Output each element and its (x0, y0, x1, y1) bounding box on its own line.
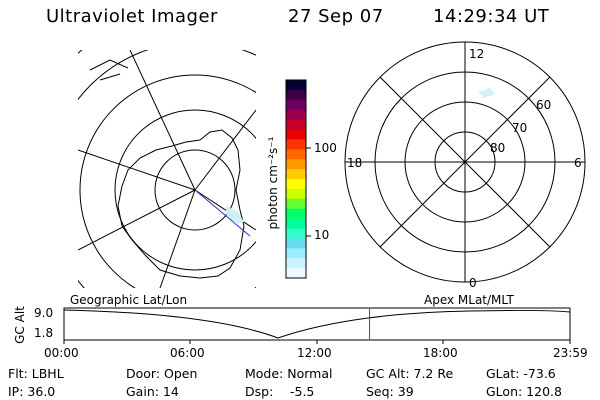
x-tick-1200: 12:00 (297, 346, 332, 360)
observation-time: 14:29:34 UT (433, 6, 550, 27)
meridian (78, 149, 196, 191)
colorbar-segment (286, 268, 306, 279)
colorbar-segment (286, 198, 306, 210)
y-tick-9: 9.0 (34, 306, 54, 320)
colorbar-segment (286, 159, 306, 170)
meridian (194, 109, 256, 191)
dsp-value: -5.5 (290, 384, 315, 399)
meridian (78, 189, 196, 251)
colorbar-segment (286, 99, 306, 111)
mlt-label-12: 12 (469, 47, 485, 61)
coastline (89, 59, 129, 81)
colorbar-segment (286, 119, 306, 130)
timeline-right-label: Apex MLat/MLT (424, 293, 514, 307)
mode-readout: Mode: Normal (245, 366, 333, 381)
gain-readout: Gain: 14 (126, 384, 179, 399)
filter-readout: Flt: LBHL (8, 366, 64, 381)
altitude-curve (63, 309, 571, 339)
colorbar-segment (286, 89, 306, 101)
colorbar-frame (285, 79, 307, 279)
x-tick-0000: 00:00 (44, 346, 79, 360)
colorbar-unit-label: photon cm⁻²s⁻¹ (266, 136, 280, 230)
lat-circle (114, 109, 256, 271)
colorbar-segment (286, 218, 306, 229)
glon-readout: GLon: 120.8 (486, 384, 562, 399)
colorbar-segment (286, 208, 306, 220)
colorbar-segment (286, 80, 306, 91)
colorbar-segment (286, 169, 306, 180)
colorbar-segment (286, 248, 306, 259)
timeline-plot (63, 307, 571, 344)
ip-readout: IP: 36.0 (8, 384, 56, 399)
geographic-map (78, 50, 256, 288)
timeline-axis-title: GC Alt (13, 306, 27, 344)
door-readout: Door: Open (126, 366, 198, 381)
colorbar-segment (286, 129, 306, 140)
x-tick-marks (63, 340, 571, 344)
y-tick-1-8: 1.8 (34, 326, 54, 340)
colorbar-segment (286, 109, 306, 121)
colorbar (285, 79, 311, 279)
x-tick-2359: 23:59 (553, 346, 588, 360)
colorbar-segment (286, 238, 306, 249)
lat-label-60: 60 (536, 98, 552, 112)
meridian (194, 189, 256, 231)
mlt-label-0: 0 (469, 276, 477, 290)
x-tick-0600: 06:00 (170, 346, 205, 360)
lat-circle (154, 149, 236, 231)
meridian (129, 50, 196, 191)
lat-circle (79, 74, 256, 288)
seq-readout: Seq: 39 (366, 384, 414, 399)
view-line (194, 189, 251, 237)
colorbar-segment (286, 149, 306, 160)
observation-date: 27 Sep 07 (288, 6, 384, 27)
aurora-emission (478, 88, 495, 98)
instrument-title: Ultraviolet Imager (46, 6, 218, 27)
lat-label-80: 80 (490, 141, 506, 155)
lat-label-70: 70 (512, 121, 528, 135)
x-tick-1800: 18:00 (423, 346, 458, 360)
colorbar-segment (286, 179, 306, 190)
timeline-frame (63, 307, 571, 341)
mlt-label-6: 6 (574, 156, 582, 170)
polar-diagonal (379, 76, 551, 248)
colorbar-segment (286, 258, 306, 269)
colorbar-segment (286, 228, 306, 239)
gc-alt-readout: GC Alt: 7.2 Re (366, 366, 454, 381)
colorbar-tick-10: 10 (314, 228, 330, 242)
polar-plot (344, 41, 586, 283)
coastline (117, 129, 245, 279)
colorbar-segment (286, 139, 306, 150)
timeline-left-label: Geographic Lat/Lon (70, 293, 188, 307)
aurora-emission (226, 206, 244, 224)
glat-readout: GLat: -73.6 (486, 366, 556, 381)
colorbar-segment (286, 188, 306, 200)
colorbar-tick-100: 100 (314, 141, 337, 155)
mlt-label-18: 18 (347, 156, 363, 170)
dsp-label: Dsp: (245, 384, 274, 399)
